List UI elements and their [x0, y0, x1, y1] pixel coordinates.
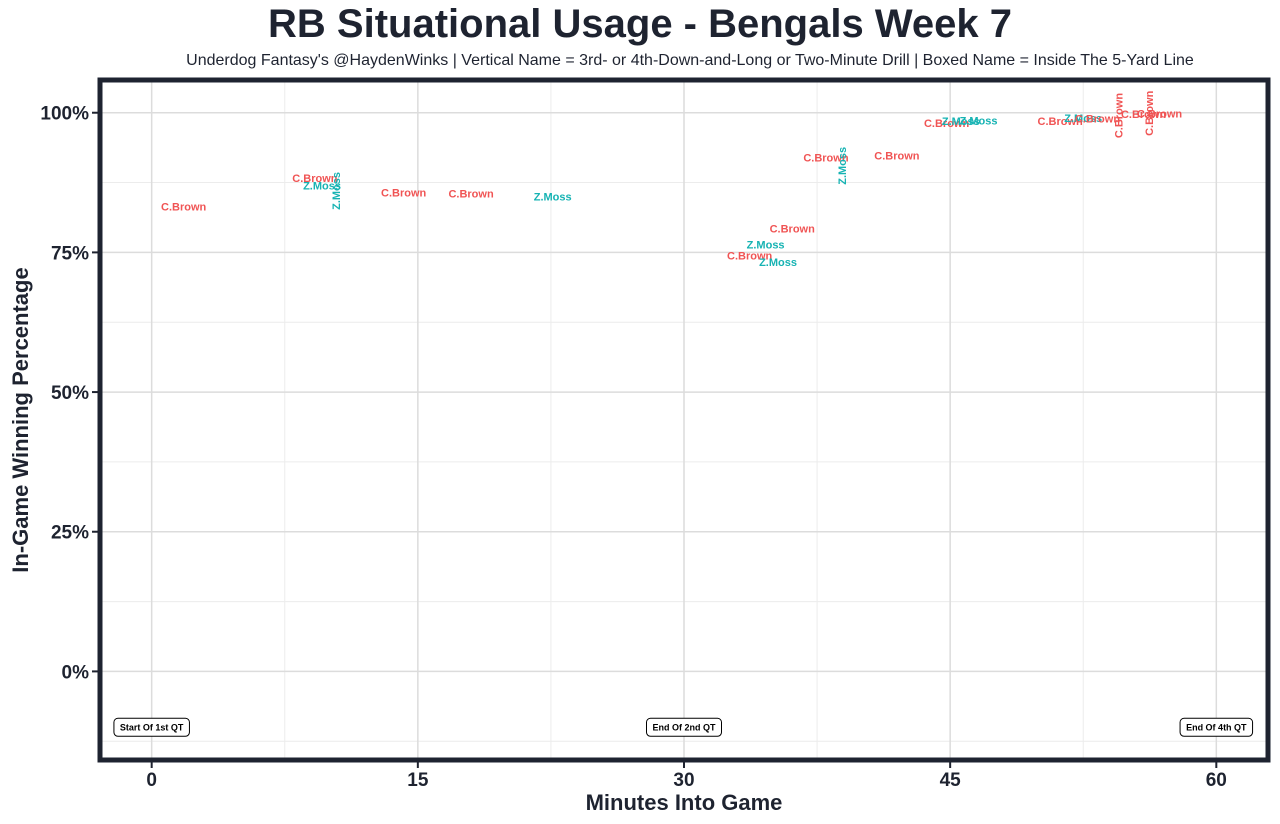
data-point-label: C.Brown — [1121, 109, 1167, 121]
data-point-label: C.Brown — [727, 251, 773, 263]
axis-ticks: 0 15 30 45 60 0% 25% 50% 75% 100% — [40, 104, 1226, 791]
quarter-annotation-box — [113, 717, 190, 737]
y-tick-label: 100% — [40, 104, 89, 125]
quarter-annotation-label: Start Of 1st QT — [120, 722, 184, 732]
data-point-label: C.Brown — [924, 118, 970, 130]
quarter-annotation: End Of 4th QT — [1179, 717, 1254, 737]
quarter-annotations: Start Of 1st QT End Of 2nd QT End Of 4th Q… — [113, 717, 1254, 737]
y-tick-label: 25% — [51, 523, 89, 544]
data-point-label: Z.Moss — [960, 116, 998, 128]
data-point-label: Z.Moss — [331, 172, 343, 210]
data-point-label: C.Brown — [803, 152, 849, 164]
data-point-label: C.Brown — [1038, 116, 1084, 128]
data-point-label: C.Brown — [1075, 113, 1121, 125]
data-point-label: C.Brown — [1114, 93, 1126, 139]
data-point-label: Z.Moss — [942, 116, 980, 128]
x-tick-label: 15 — [407, 770, 429, 791]
y-axis-label: In-Game Winning Percentage — [8, 267, 33, 572]
quarter-annotation-box — [1179, 717, 1254, 737]
grid-lines — [102, 82, 1266, 758]
x-tick-label: 30 — [673, 770, 694, 791]
chart-title: RB Situational Usage - Bengals Week 7 — [268, 2, 1012, 46]
quarter-annotation-label: End Of 4th QT — [1186, 722, 1247, 732]
data-point-label: C.Brown — [381, 188, 427, 200]
data-point-label: Z.Moss — [534, 192, 572, 204]
quarter-annotation: Start Of 1st QT — [113, 717, 190, 737]
data-point-label: C.Brown — [448, 189, 494, 201]
data-point-label: Z.Moss — [837, 147, 849, 185]
y-tick-label: 0% — [62, 662, 90, 683]
data-point-label: Z.Moss — [759, 257, 797, 269]
data-point-label: C.Brown — [1144, 90, 1156, 136]
chart-subtitle: Underdog Fantasy's @HaydenWinks | Vertic… — [186, 52, 1194, 69]
data-point-label: Z.Moss — [747, 240, 785, 252]
quarter-annotation-box — [646, 717, 722, 737]
data-point-label: C.Brown — [770, 223, 816, 235]
x-tick-label: 60 — [1206, 770, 1227, 791]
data-point-label: C.Brown — [874, 151, 920, 163]
panel-border — [97, 77, 1271, 763]
x-tick-label: 45 — [940, 770, 962, 791]
quarter-annotation-label: End Of 2nd QT — [653, 722, 716, 732]
x-axis-label: Minutes Into Game — [586, 790, 783, 815]
y-tick-label: 75% — [51, 243, 89, 264]
x-tick-label: 0 — [146, 770, 157, 791]
y-tick-label: 50% — [51, 383, 89, 404]
data-point-label: C.Brown — [292, 173, 338, 185]
data-point-label: Z.Moss — [1064, 113, 1102, 125]
data-point-label: Z.Moss — [303, 180, 341, 192]
data-point-label: C.Brown — [161, 202, 207, 214]
data-point-label: C.Brown — [1137, 108, 1183, 120]
quarter-annotation: End Of 2nd QT — [646, 717, 722, 737]
